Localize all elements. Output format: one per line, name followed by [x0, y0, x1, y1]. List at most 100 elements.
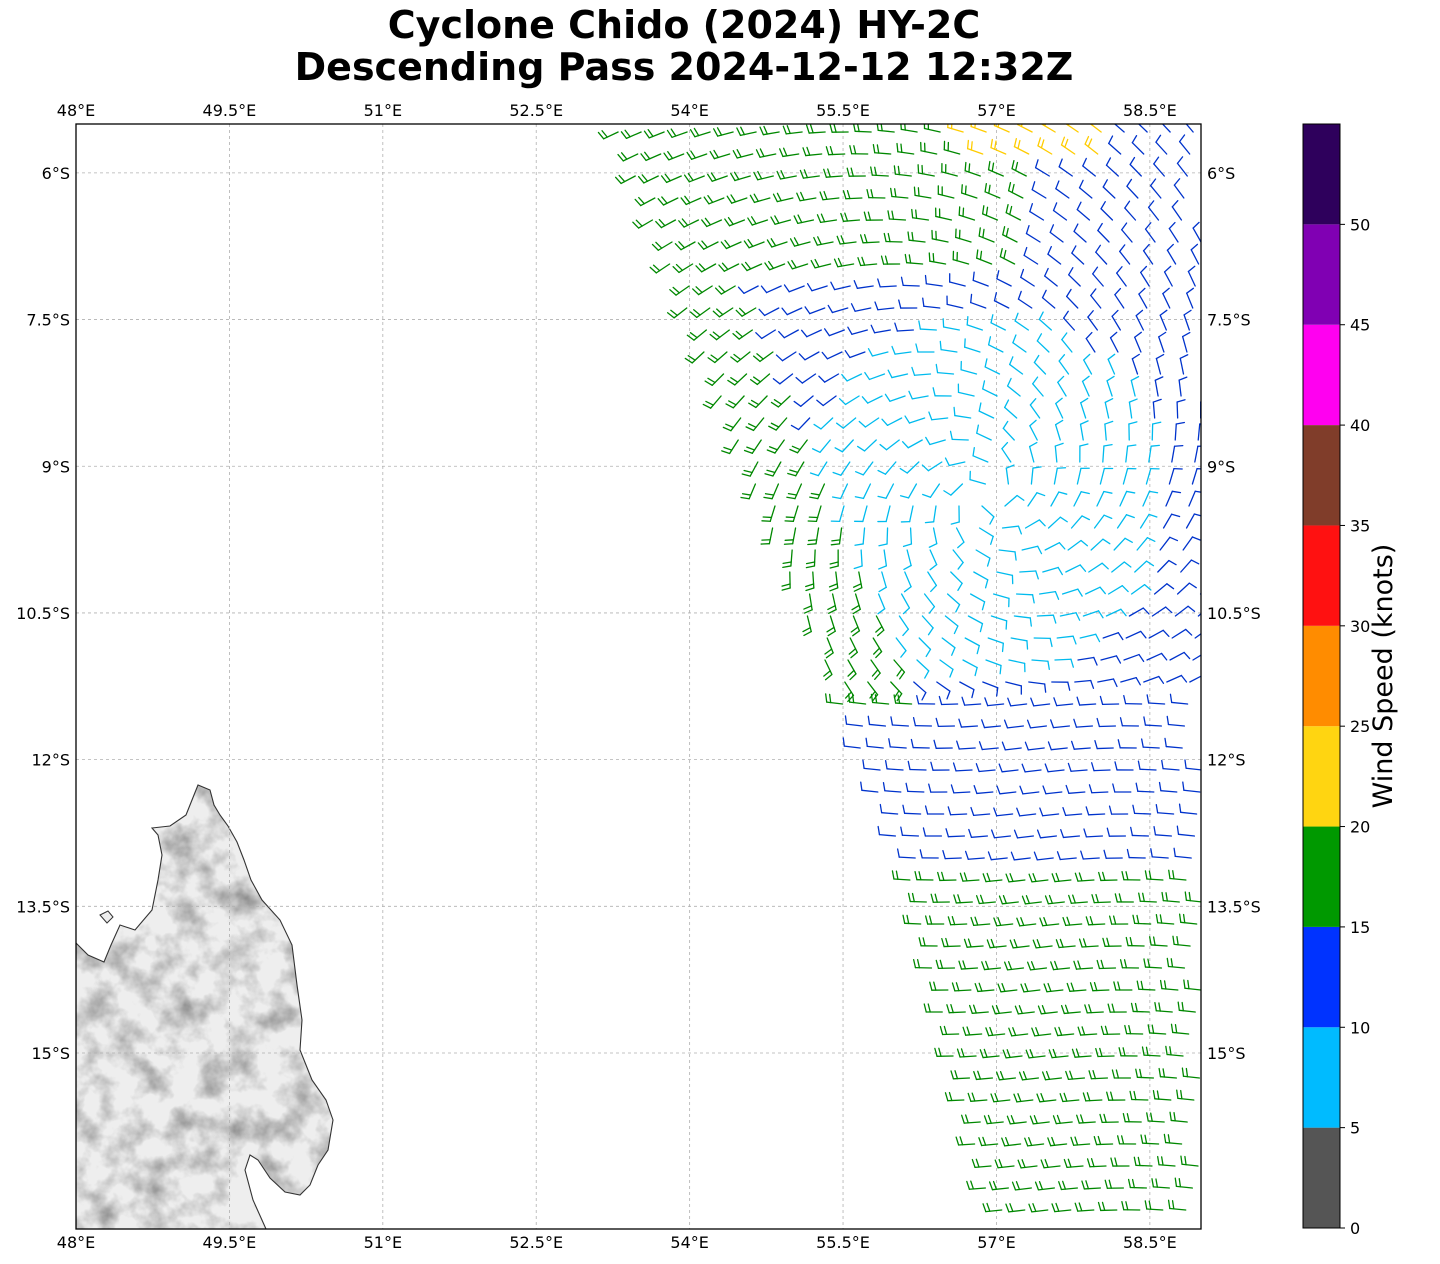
wind-barb-feather [675, 263, 684, 271]
wind-barb-feather [1099, 1113, 1103, 1124]
wind-barb [1086, 1011, 1104, 1014]
wind-barb [917, 172, 935, 177]
wind-barb-feather [1071, 1048, 1076, 1058]
wind-barb [1058, 166, 1073, 177]
wind-barb-feather [1129, 936, 1133, 947]
wind-barb-feather [878, 565, 888, 570]
wind-barb-feather [1081, 1180, 1086, 1190]
wind-barb-feather [1028, 873, 1033, 883]
wind-barb-feather [1132, 914, 1136, 925]
wind-barb-feather [828, 608, 837, 614]
wind-barb-feather [744, 261, 752, 270]
wind-barb-feather [851, 604, 860, 611]
wind-barb-feather [620, 131, 628, 140]
wind-barb [1176, 582, 1191, 595]
wind-barb-feather [1005, 204, 1009, 214]
wind-barb [1057, 1033, 1075, 1037]
wind-barb-feather [1001, 642, 1004, 653]
wind-barb-feather [1148, 513, 1158, 518]
wind-barb-feather [1004, 399, 1010, 409]
wind-barb-feather [814, 258, 820, 268]
wind-barb-feather [1148, 1200, 1152, 1210]
wind-barb [1139, 768, 1157, 771]
wind-barb-feather [718, 285, 726, 293]
wind-barb [908, 417, 926, 424]
wind-barb-feather [1100, 959, 1105, 970]
wind-barb-feather [745, 426, 755, 432]
wind-barb-feather [1097, 1135, 1102, 1146]
wind-barb-feather [962, 207, 965, 218]
wind-barb-feather [1034, 1181, 1040, 1191]
wind-barb-feather [1130, 826, 1134, 837]
wind-barb-feather [1107, 353, 1116, 360]
wind-barb [1006, 725, 1025, 729]
wind-barb [1000, 989, 1018, 993]
wind-barb [889, 395, 906, 402]
wind-barb-feather [887, 232, 891, 243]
wind-barb-feather [770, 422, 780, 428]
wind-barb-feather [1067, 1158, 1072, 1168]
wind-barb [954, 989, 972, 992]
wind-barb-feather [867, 211, 872, 221]
wind-barb-feather [1026, 719, 1032, 729]
wind-barb [891, 195, 909, 199]
wind-barb [1126, 185, 1139, 199]
wind-barb [884, 461, 897, 475]
wind-barb [1134, 922, 1152, 925]
wind-barb [1061, 338, 1073, 353]
wind-barb [999, 256, 1016, 265]
wind-barb-feather [1108, 1179, 1113, 1189]
wind-barb [937, 193, 955, 199]
wind-barb-feather [908, 254, 912, 264]
wind-barb-feather [861, 256, 866, 266]
wind-barb-feather [1143, 958, 1147, 968]
wind-barb-feather [1074, 1136, 1079, 1146]
wind-barb [1148, 629, 1164, 639]
wind-barb-feather [1128, 398, 1138, 403]
wind-barb [906, 262, 924, 265]
wind-barb [1077, 656, 1095, 661]
lat-tick-label-right: 12°S [1207, 751, 1246, 770]
wind-barb-feather [981, 205, 985, 215]
colorbar-bin [1303, 324, 1340, 426]
wind-barb-feather [1073, 223, 1079, 233]
wind-barb [738, 329, 753, 340]
wind-barb [1129, 163, 1142, 177]
wind-barb [1016, 835, 1035, 839]
wind-barb-feather [1032, 1203, 1037, 1213]
wind-barb [776, 197, 794, 203]
wind-barb-feather [856, 445, 866, 452]
wind-barb [886, 417, 903, 427]
wind-barb-feather [764, 493, 775, 496]
wind-barb-feather [803, 609, 813, 614]
wind-barb-feather [1021, 1159, 1026, 1169]
wind-barb-feather [854, 496, 865, 500]
wind-barb-feather [1098, 871, 1102, 882]
wind-barb-feather [877, 469, 887, 475]
wind-barb-feather [766, 469, 776, 474]
wind-barb-feather [1166, 243, 1174, 251]
wind-barb [923, 127, 941, 133]
wind-barb [1024, 769, 1042, 773]
wind-barb [741, 307, 757, 317]
wind-barb [1153, 163, 1165, 177]
wind-barb-feather [1009, 939, 1014, 949]
wind-barb-feather [1154, 1002, 1157, 1012]
wind-barb [1027, 492, 1038, 507]
wind-barb [1182, 536, 1194, 551]
wind-barb-feather [844, 212, 849, 222]
wind-barb-feather [670, 309, 678, 317]
wind-barb [1102, 445, 1105, 463]
wind-barb-feather [1040, 139, 1045, 149]
wind-barb [946, 303, 964, 309]
wind-barb-feather [1058, 158, 1063, 168]
wind-barb-feather [966, 139, 970, 150]
wind-barb-feather [793, 215, 799, 224]
wind-barb [1073, 230, 1087, 243]
wind-barb-feather [1067, 762, 1072, 772]
wind-barb-feather [1188, 582, 1197, 589]
wind-barb-feather [865, 737, 868, 748]
wind-barb-feather [638, 196, 645, 205]
wind-barb-feather [1135, 1068, 1139, 1078]
wind-barb [1004, 494, 1018, 507]
